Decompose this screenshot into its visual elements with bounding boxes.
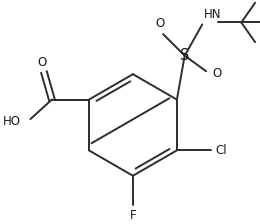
Text: O: O <box>156 17 165 30</box>
Text: F: F <box>129 209 136 222</box>
Text: O: O <box>212 67 221 80</box>
Text: HO: HO <box>3 114 21 127</box>
Text: HN: HN <box>204 7 222 21</box>
Text: Cl: Cl <box>215 144 226 157</box>
Text: S: S <box>180 48 189 63</box>
Text: O: O <box>37 56 47 69</box>
